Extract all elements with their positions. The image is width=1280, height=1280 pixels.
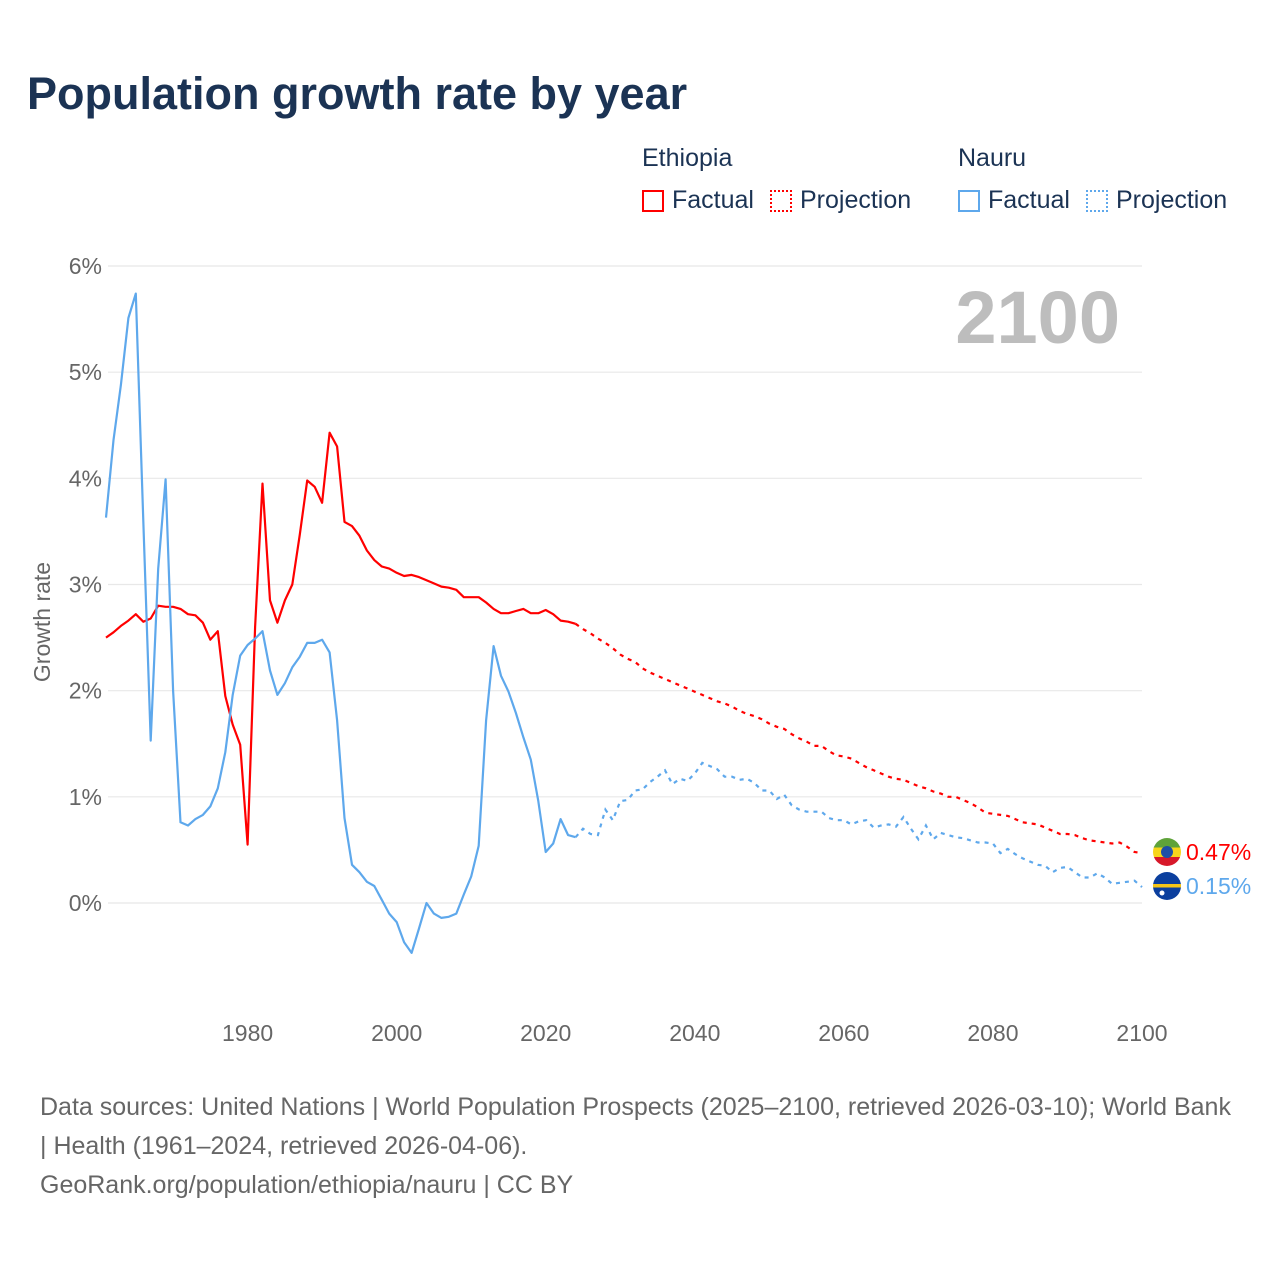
y-tick-label: 2%	[69, 678, 102, 704]
x-tick-label: 2000	[371, 1020, 422, 1046]
data-sources: Data sources: United Nations | World Pop…	[40, 1093, 1231, 1160]
legend-nauru-projection[interactable]: Projection	[1085, 186, 1228, 215]
flag-stripe-green	[1153, 838, 1181, 848]
line-chart: 0% 1% 2% 3% 4% 5% 6% 1980 2000 2020 2040 2060 2080 21…	[29, 253, 1251, 1046]
x-tick-label: 1980	[222, 1020, 273, 1046]
legend-nauru-factual[interactable]: Factual	[958, 186, 1070, 215]
legend-nauru: Nauru Factual Projection	[958, 144, 1243, 215]
series-line-nauru-projection	[574, 761, 1143, 888]
legend-ethiopia: Ethiopia Factual Projection	[642, 144, 927, 215]
legend-swatch-dotted	[1085, 189, 1108, 212]
legend-label: Factual	[988, 186, 1070, 214]
legend-ethiopia-projection[interactable]: Projection	[769, 186, 912, 215]
chart-title: Population growth rate by year	[27, 68, 688, 119]
nauru-end-value: 0.15%	[1186, 873, 1251, 899]
legend-label: Factual	[672, 186, 754, 214]
legend-ethiopia-factual[interactable]: Factual	[642, 186, 754, 215]
flag-stripe	[1153, 884, 1181, 888]
y-tick-label: 0%	[69, 890, 102, 916]
flag-emblem	[1161, 846, 1173, 858]
y-tick-label: 1%	[69, 784, 102, 810]
y-tick-label: 4%	[69, 465, 102, 491]
legend-swatch-solid	[642, 189, 664, 212]
x-tick-label: 2040	[669, 1020, 720, 1046]
series-line-ethiopia-projection	[574, 622, 1143, 855]
series-line-ethiopia-factual	[105, 431, 576, 846]
y-tick-label: 5%	[69, 359, 102, 385]
legend-group-title: Nauru	[958, 144, 1027, 172]
legend-swatch-dotted	[769, 189, 792, 212]
y-axis-label: Growth rate	[29, 562, 55, 682]
legend-group-title: Ethiopia	[642, 144, 733, 172]
y-tick-label: 3%	[69, 572, 102, 598]
x-tick-label: 2100	[1116, 1020, 1167, 1046]
ethiopia-flag-icon	[1153, 838, 1181, 866]
series-line-nauru-factual	[104, 292, 576, 954]
x-tick-label: 2060	[818, 1020, 869, 1046]
x-tick-label: 2080	[967, 1020, 1018, 1046]
attribution-link[interactable]: GeoRank.org/population/ethiopia/nauru | …	[40, 1171, 574, 1199]
legend-label: Projection	[1115, 186, 1228, 214]
y-tick-label: 6%	[69, 253, 102, 279]
flag-stripe-red	[1153, 857, 1181, 866]
nauru-flag-icon	[1153, 872, 1181, 900]
ethiopia-end-value: 0.47%	[1186, 839, 1251, 865]
legend-label: Projection	[799, 186, 912, 214]
x-tick-label: 2020	[520, 1020, 571, 1046]
legend-swatch-solid	[958, 189, 980, 212]
flag-star	[1159, 890, 1165, 896]
footer: Data sources: United Nations | World Pop…	[40, 1088, 1240, 1205]
year-watermark: 2100	[955, 276, 1120, 359]
